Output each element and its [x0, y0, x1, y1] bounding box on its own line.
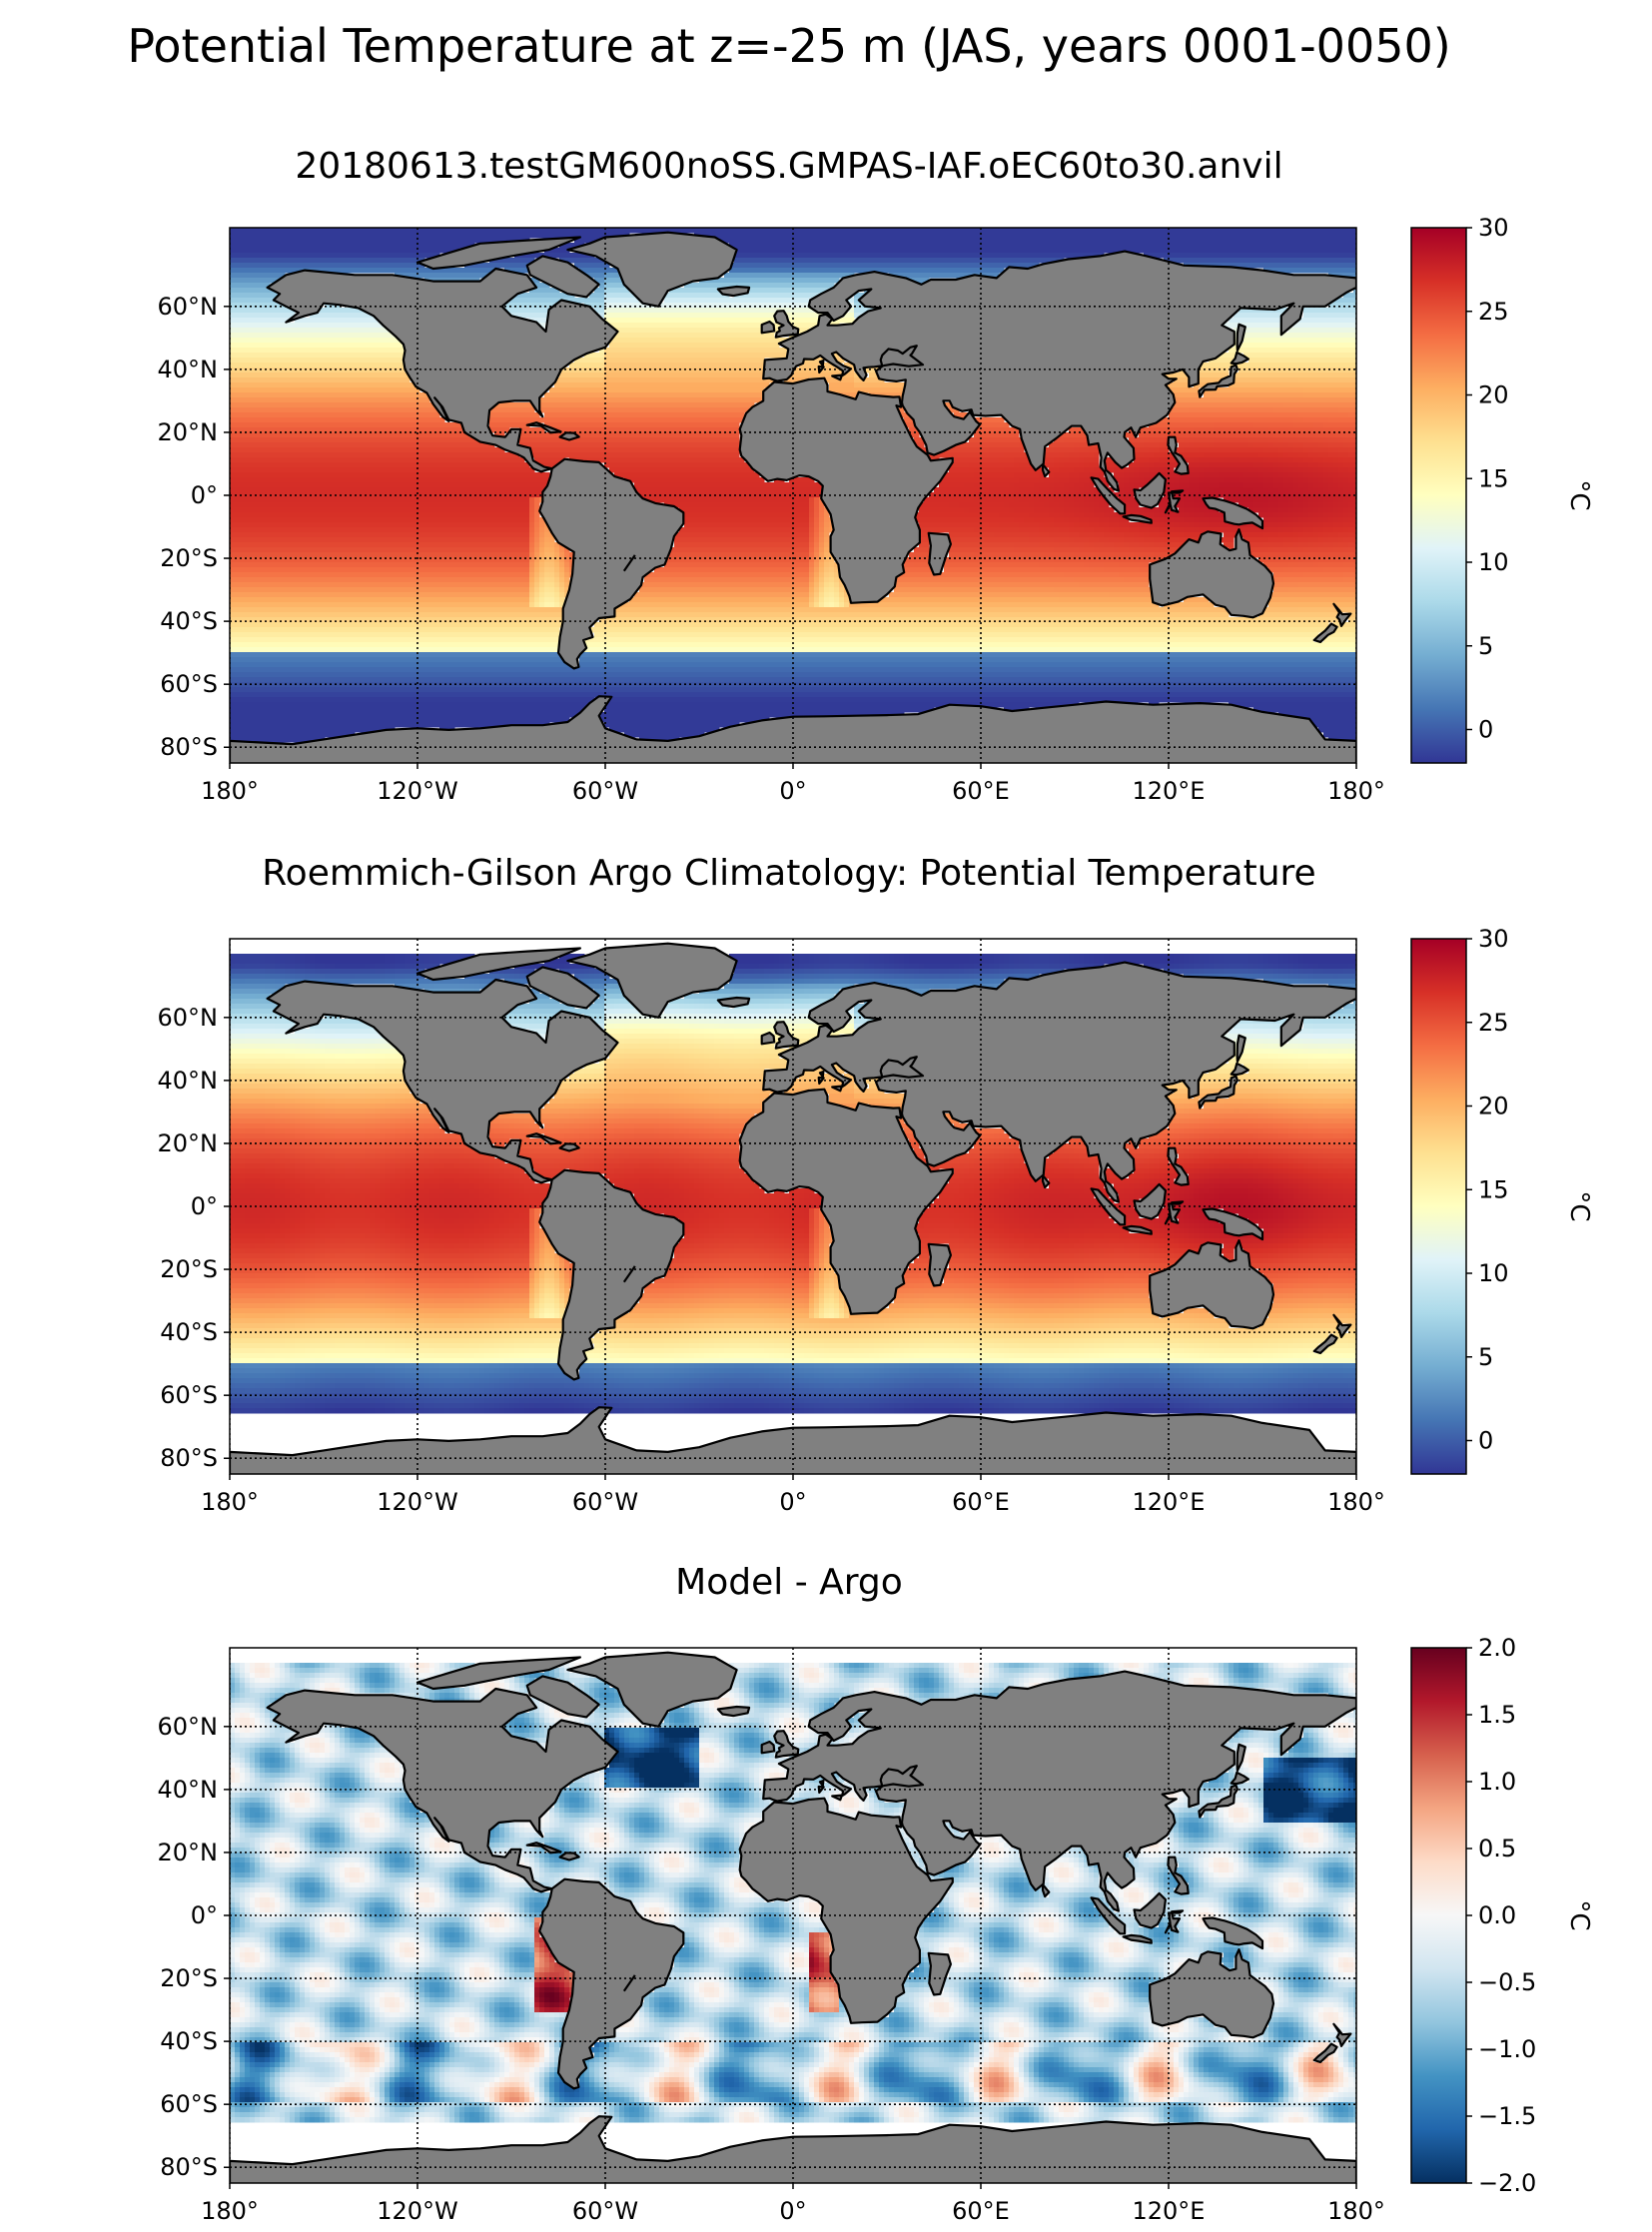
- y-tick-label: 20°N: [158, 1129, 219, 1157]
- colorbar-tick-label: 2.0: [1478, 1634, 1516, 1662]
- y-tick-label: 40°S: [160, 2027, 218, 2055]
- gridlines: [230, 939, 1356, 1474]
- colorbar-tick-label: 30: [1478, 214, 1509, 242]
- map-panel-1: 20180613.testGM600noSS.GMPAS-IAF.oEC60to…: [158, 146, 1595, 805]
- gridlines: [230, 1648, 1356, 2183]
- y-tick-label: 40°N: [158, 1776, 219, 1804]
- x-tick-label: 120°W: [377, 2197, 458, 2225]
- x-tick-label: 180°: [1327, 777, 1385, 805]
- x-tick-label: 60°E: [952, 777, 1010, 805]
- map-area: [230, 228, 1356, 763]
- colorbar-tick-label: 0: [1478, 716, 1493, 744]
- colorbar-tick-label: 15: [1478, 1175, 1509, 1203]
- colorbar-tick-label: 15: [1478, 464, 1509, 492]
- panel-title: 20180613.testGM600noSS.GMPAS-IAF.oEC60to…: [295, 146, 1282, 187]
- y-tick-label: 0°: [191, 481, 218, 509]
- y-tick-label: 80°S: [160, 2153, 218, 2181]
- y-tick-label: 20°S: [160, 1255, 218, 1283]
- x-tick-label: 120°W: [377, 1488, 458, 1516]
- colorbar-tick-label: 30: [1478, 925, 1509, 953]
- x-tick-label: 180°: [1327, 1488, 1385, 1516]
- colorbar-tick-label: −2.0: [1478, 2169, 1536, 2197]
- colorbar-tick-label: 25: [1478, 1009, 1509, 1037]
- y-tick-label: 0°: [191, 1901, 218, 1929]
- colorbar-label: °C: [1564, 1190, 1594, 1221]
- x-tick-label: 60°E: [952, 1488, 1010, 1516]
- panel-title: Model - Argo: [675, 1562, 903, 1603]
- y-tick-label: 20°S: [160, 1964, 218, 1992]
- y-tick-label: 40°N: [158, 356, 219, 383]
- colorbar-tick-label: 10: [1478, 548, 1509, 576]
- figure-title: Potential Temperature at z=-25 m (JAS, y…: [127, 19, 1450, 73]
- y-tick-label: 40°S: [160, 1318, 218, 1346]
- y-tick-label: 60°N: [158, 293, 219, 321]
- panel-title: Roemmich-Gilson Argo Climatology: Potent…: [262, 853, 1315, 894]
- y-tick-label: 60°N: [158, 1713, 219, 1741]
- colorbar-tick-label: −1.5: [1478, 2102, 1536, 2130]
- y-tick-label: 20°N: [158, 418, 219, 446]
- x-tick-label: 60°W: [572, 2197, 638, 2225]
- y-tick-label: 60°N: [158, 1004, 219, 1032]
- y-tick-label: 80°S: [160, 1444, 218, 1472]
- colorbar-tick-label: 20: [1478, 381, 1509, 409]
- land-mask: [230, 1651, 1356, 2183]
- colorbar-tick-label: −0.5: [1478, 1968, 1536, 1996]
- y-tick-label: 80°S: [160, 733, 218, 761]
- y-tick-label: 40°S: [160, 607, 218, 635]
- x-tick-label: 60°W: [572, 1488, 638, 1516]
- x-tick-label: 120°E: [1133, 1488, 1206, 1516]
- y-tick-label: 60°S: [160, 2090, 218, 2118]
- x-tick-label: 0°: [779, 2197, 806, 2225]
- land-mask: [230, 942, 1356, 1474]
- colorbar: −2.0 −1.5 −1.0 −0.5 0.0 0.5 1.0 1.5 2.0 °C: [1410, 1634, 1594, 2197]
- y-tick-label: 0°: [191, 1192, 218, 1220]
- map-panel-3: Model - Argo 180° 120°W 60°W 0° 60°E 120°E 180°…: [158, 1562, 1595, 2225]
- x-tick-label: 180°: [1327, 2197, 1385, 2225]
- colorbar-tick-label: 20: [1478, 1093, 1509, 1120]
- colorbar-tick-label: 0.0: [1478, 1901, 1516, 1929]
- colorbar-tick-label: 5: [1478, 632, 1493, 660]
- colorbar-label: °C: [1564, 1899, 1594, 1930]
- x-tick-label: 0°: [779, 777, 806, 805]
- colorbar: 0 5 10 15 20 25 30 °C: [1410, 214, 1594, 764]
- land-mask: [230, 231, 1356, 763]
- y-tick-label: 40°N: [158, 1067, 219, 1095]
- colorbar: 0 5 10 15 20 25 30 °C: [1410, 925, 1594, 1475]
- field-raster: [230, 228, 1356, 743]
- x-tick-label: 120°E: [1133, 777, 1206, 805]
- colorbar-tick-label: 25: [1478, 298, 1509, 326]
- field-raster: [230, 954, 1356, 1414]
- colorbar-tick-label: −1.0: [1478, 2035, 1536, 2063]
- x-tick-label: 60°W: [572, 777, 638, 805]
- colorbar-tick-label: 1.0: [1478, 1768, 1516, 1796]
- y-tick-label: 20°N: [158, 1839, 219, 1866]
- map-panel-2: Roemmich-Gilson Argo Climatology: Potent…: [158, 853, 1595, 1516]
- y-tick-label: 20°S: [160, 544, 218, 572]
- colorbar-tick-label: 1.5: [1478, 1701, 1516, 1729]
- field-raster: [230, 1663, 1356, 2123]
- y-tick-label: 60°S: [160, 670, 218, 698]
- y-tick-label: 60°S: [160, 1381, 218, 1409]
- x-tick-label: 180°: [201, 2197, 259, 2225]
- colorbar-tick-label: 0: [1478, 1427, 1493, 1455]
- x-tick-label: 120°W: [377, 777, 458, 805]
- map-area: [230, 1648, 1356, 2183]
- x-tick-label: 0°: [779, 1488, 806, 1516]
- colorbar-tick-label: 0.5: [1478, 1835, 1516, 1862]
- x-tick-label: 180°: [201, 777, 259, 805]
- colorbar-tick-label: 5: [1478, 1343, 1493, 1371]
- colorbar-label: °C: [1564, 479, 1594, 510]
- colorbar-tick-label: 10: [1478, 1259, 1509, 1287]
- x-tick-label: 120°E: [1133, 2197, 1206, 2225]
- x-tick-label: 180°: [201, 1488, 259, 1516]
- gridlines: [230, 228, 1356, 763]
- x-tick-label: 60°E: [952, 2197, 1010, 2225]
- map-area: [230, 939, 1356, 1474]
